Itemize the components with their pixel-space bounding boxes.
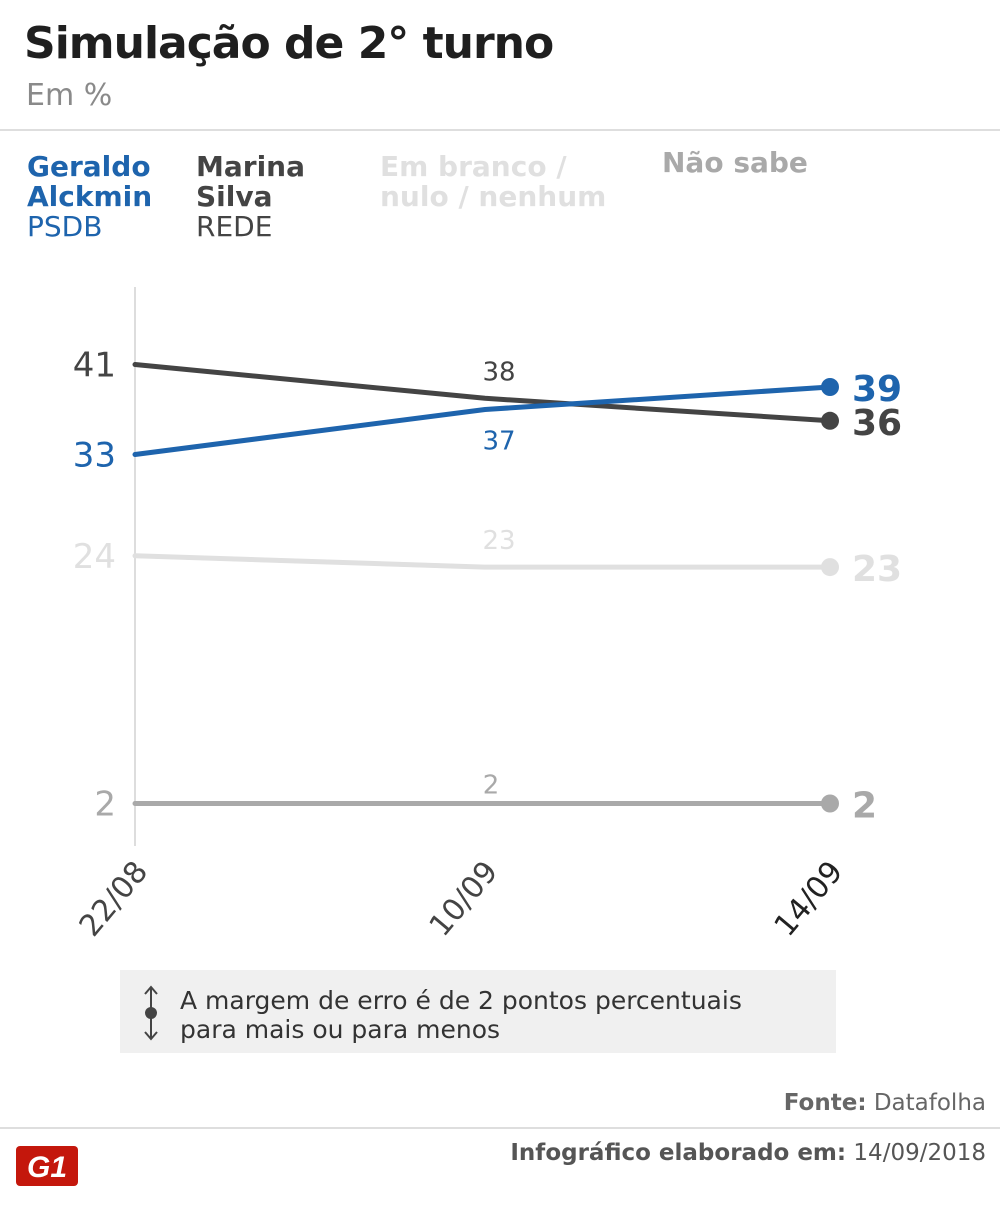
margin-note-line-2: para mais ou para menos <box>180 1015 501 1044</box>
margin-note-text: A margem de erro é de 2 pontos percentua… <box>180 986 742 1044</box>
legend-party-alckmin: PSDB <box>27 210 103 243</box>
legend-name-alckmin: Geraldo Alckmin <box>27 150 153 213</box>
series-end-marker-2 <box>821 558 839 577</box>
data-label-start-2: 24 <box>73 537 116 577</box>
line-chart: 2 2 2 24 23 23 41 38 36 33 37 39 22/08 10/09 14/09 <box>73 287 902 944</box>
footer-date-note: Infográfico elaborado em: 14/09/2018 <box>510 1140 986 1166</box>
g1-logo-icon: G1 <box>16 1146 78 1186</box>
data-label-mid-0: 37 <box>482 427 515 457</box>
chart-title: Simulação de 2° turno <box>24 18 554 69</box>
data-label-mid-3: 2 <box>483 771 500 801</box>
legend-name-branco: Em branco / nulo / nenhum <box>380 150 607 213</box>
series-lines <box>132 362 839 813</box>
data-label-start-1: 41 <box>73 346 116 386</box>
series-end-marker-3 <box>821 794 839 813</box>
legend-name-nao-sabe: Não sabe <box>662 146 808 179</box>
series-line-1 <box>132 362 833 424</box>
series-end-marker-1 <box>821 411 839 430</box>
legend-item-branco: Em branco / nulo / nenhum <box>380 152 620 212</box>
data-label-end-3: 2 <box>852 786 877 827</box>
x-tick-label-0: 22/08 <box>73 855 155 944</box>
data-label-mid-2: 23 <box>482 526 515 556</box>
series-line-0 <box>132 384 833 457</box>
header-divider <box>0 129 1000 131</box>
margin-note-line-1: A margem de erro é de 2 pontos percentua… <box>180 986 742 1015</box>
x-tick-label-2: 14/09 <box>768 855 850 944</box>
series-line-2 <box>132 553 833 570</box>
data-label-end-0: 39 <box>852 369 902 410</box>
data-label-start-3: 2 <box>94 785 116 825</box>
legend-item-nao-sabe: Não sabe <box>662 148 808 178</box>
source-value: Datafolha <box>873 1090 986 1116</box>
x-axis-ticks: 22/08 10/09 14/09 <box>73 855 850 944</box>
x-tick-label-1: 10/09 <box>423 855 505 944</box>
footer-date-value: 14/09/2018 <box>853 1140 986 1166</box>
logo-text: G1 <box>27 1151 67 1184</box>
footer-date-label: Infográfico elaborado em: <box>510 1140 847 1166</box>
data-label-start-0: 33 <box>73 436 116 476</box>
margin-note-box <box>120 970 836 1053</box>
data-label-end-1: 36 <box>852 403 902 444</box>
series-end-marker-0 <box>821 378 839 396</box>
footer-divider <box>0 1127 1000 1129</box>
chart-subtitle: Em % <box>26 78 113 113</box>
source-label: Fonte: <box>783 1090 867 1116</box>
data-label-end-2: 23 <box>852 549 902 590</box>
data-label-mid-1: 38 <box>482 357 515 387</box>
up-down-arrow-icon <box>144 985 158 1041</box>
series-labels: 2 2 2 24 23 23 41 38 36 33 37 39 <box>73 346 902 827</box>
legend-item-marina: Marina Silva REDE <box>196 152 336 242</box>
legend-name-marina: Marina Silva <box>196 150 305 213</box>
legend-item-alckmin: Geraldo Alckmin PSDB <box>27 152 167 242</box>
legend-party-marina: REDE <box>196 210 273 243</box>
source-credit: Fonte: Datafolha <box>784 1090 986 1116</box>
